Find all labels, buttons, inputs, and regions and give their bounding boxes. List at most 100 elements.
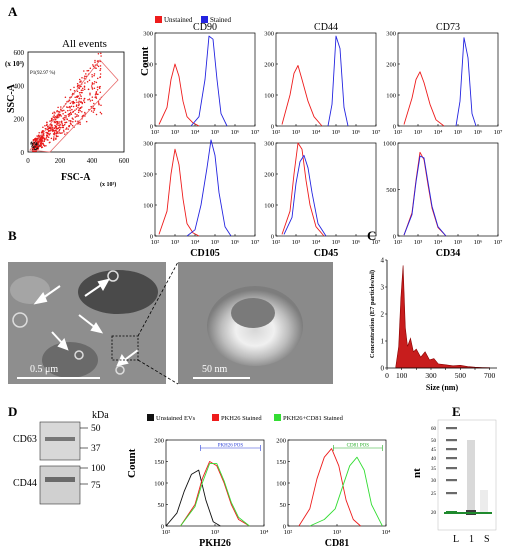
- ytick-label: 100: [143, 93, 153, 100]
- nta-xlabel: Size (nm): [426, 383, 459, 392]
- scatter-point: [68, 115, 70, 117]
- scatter-point: [85, 73, 87, 75]
- scatter-point: [58, 122, 60, 124]
- scatter-point: [83, 88, 86, 91]
- scatter-point: [76, 90, 79, 93]
- scatter-point: [77, 106, 79, 109]
- ytick-label: 0: [393, 234, 396, 241]
- series-line: [165, 469, 221, 527]
- series-line: [281, 65, 323, 127]
- scatter-point: [40, 145, 42, 148]
- vesicle-zoom-core: [231, 298, 275, 328]
- xtick-label: 10⁴: [312, 129, 322, 136]
- ytick-label: 100: [386, 93, 396, 100]
- scatter-point: [84, 111, 86, 114]
- gel-lane-s: S: [484, 534, 490, 545]
- scatter-point: [42, 130, 44, 132]
- plot-frame: [154, 32, 256, 127]
- scatter-point: [52, 116, 54, 118]
- ytick-label: 150: [276, 459, 286, 466]
- xtick-label: 10⁷: [251, 129, 260, 136]
- xtick-label: 10²: [151, 239, 160, 246]
- ladder-band: [446, 448, 457, 451]
- scatter-point: [65, 106, 68, 108]
- scatter-point: [39, 144, 41, 146]
- scatter-point: [84, 75, 86, 77]
- scatter-xticks: 0 200 400 600: [26, 157, 130, 165]
- scatter-point: [38, 132, 40, 134]
- count-label-row1: Count: [139, 46, 151, 76]
- scatter-point: [46, 128, 49, 131]
- arrow-icon-head: [33, 292, 48, 305]
- scatter-point: [88, 79, 91, 81]
- gel-ytick: 45: [431, 448, 437, 453]
- scatter-point: [89, 92, 91, 94]
- ytick-label: 0: [161, 524, 164, 531]
- scatter-point: [65, 121, 68, 124]
- legend-swatch-black: [147, 414, 154, 421]
- zoom-connector: [137, 359, 179, 385]
- scatter-point: [62, 113, 64, 115]
- scatter-ytick: 200: [14, 116, 25, 124]
- xtick-label: 10⁷: [372, 239, 381, 246]
- histogram: 0 50 100 150 200 10² 10³ 10⁴ CD81: [276, 438, 391, 550]
- scatter-point: [45, 137, 48, 139]
- scatter-point: [42, 137, 45, 139]
- xtick-label: 10⁶: [474, 129, 483, 136]
- scatter-point: [80, 95, 82, 98]
- scatter-point: [50, 117, 53, 120]
- gel-ytick: 20: [431, 511, 437, 516]
- legend-pkh26: PKH26 Stained: [221, 415, 262, 422]
- scatter-point: [42, 126, 44, 129]
- scatter-point: [58, 126, 61, 128]
- scatter-point: [70, 120, 72, 123]
- scatter-point: [53, 114, 55, 116]
- scatter-point: [38, 139, 41, 141]
- blot-label-cd44: CD44: [13, 478, 37, 489]
- scatter-point: [95, 97, 98, 99]
- xtick-label: 10⁵: [454, 239, 463, 246]
- scatter-point: [83, 100, 85, 102]
- scatter-point: [47, 136, 50, 139]
- scatter-gate: [29, 59, 119, 153]
- scatter-point: [46, 134, 48, 137]
- scatter-point: [64, 96, 67, 98]
- scatter-point: [92, 64, 94, 66]
- scatter-point: [63, 109, 65, 112]
- nta-xtick-label: 100: [396, 371, 408, 380]
- scatter-point: [38, 141, 40, 143]
- gel-ytick: 30: [431, 479, 437, 484]
- scatter-point: [91, 96, 94, 98]
- scatter-xtick: 400: [87, 157, 98, 165]
- scatter-point: [99, 73, 102, 75]
- scatter-point: [83, 77, 86, 79]
- scatter-point: [96, 64, 99, 66]
- xtick-label: 10⁴: [434, 239, 444, 246]
- histogram: 0 50 100 150 200 10² 10³ 10⁴ PKH26: [154, 438, 269, 550]
- panel-label-c: C: [367, 228, 376, 243]
- scatter-point: [96, 77, 99, 80]
- scatter-point: [57, 124, 59, 127]
- scatter-point: [78, 101, 80, 104]
- count-label-d: Count: [126, 448, 138, 478]
- xtick-label: 10⁷: [494, 239, 503, 246]
- histogram-xlabel: PKH26: [199, 538, 231, 549]
- scatter-point: [54, 129, 57, 131]
- scatter-xtick: 200: [55, 157, 66, 165]
- scatter-point: [87, 88, 90, 91]
- scatter-point: [69, 111, 72, 114]
- scatter-point: [52, 133, 55, 135]
- xtick-label: 10⁴: [191, 239, 201, 246]
- scatter-point: [93, 81, 96, 83]
- scatter-point: [80, 100, 82, 103]
- arrow-icon-head: [90, 322, 104, 334]
- arrow-icon-head: [116, 353, 129, 367]
- scatter-point-dark: [30, 142, 32, 144]
- scatter-point: [54, 112, 56, 114]
- scatter-point: [67, 109, 69, 112]
- blot-band: [45, 437, 75, 441]
- scatter-point: [72, 105, 75, 108]
- histogram-xlabel: CD105: [190, 248, 219, 259]
- scatter-yunit: (x 10³): [5, 60, 25, 68]
- scatter-point-dark: [30, 143, 32, 145]
